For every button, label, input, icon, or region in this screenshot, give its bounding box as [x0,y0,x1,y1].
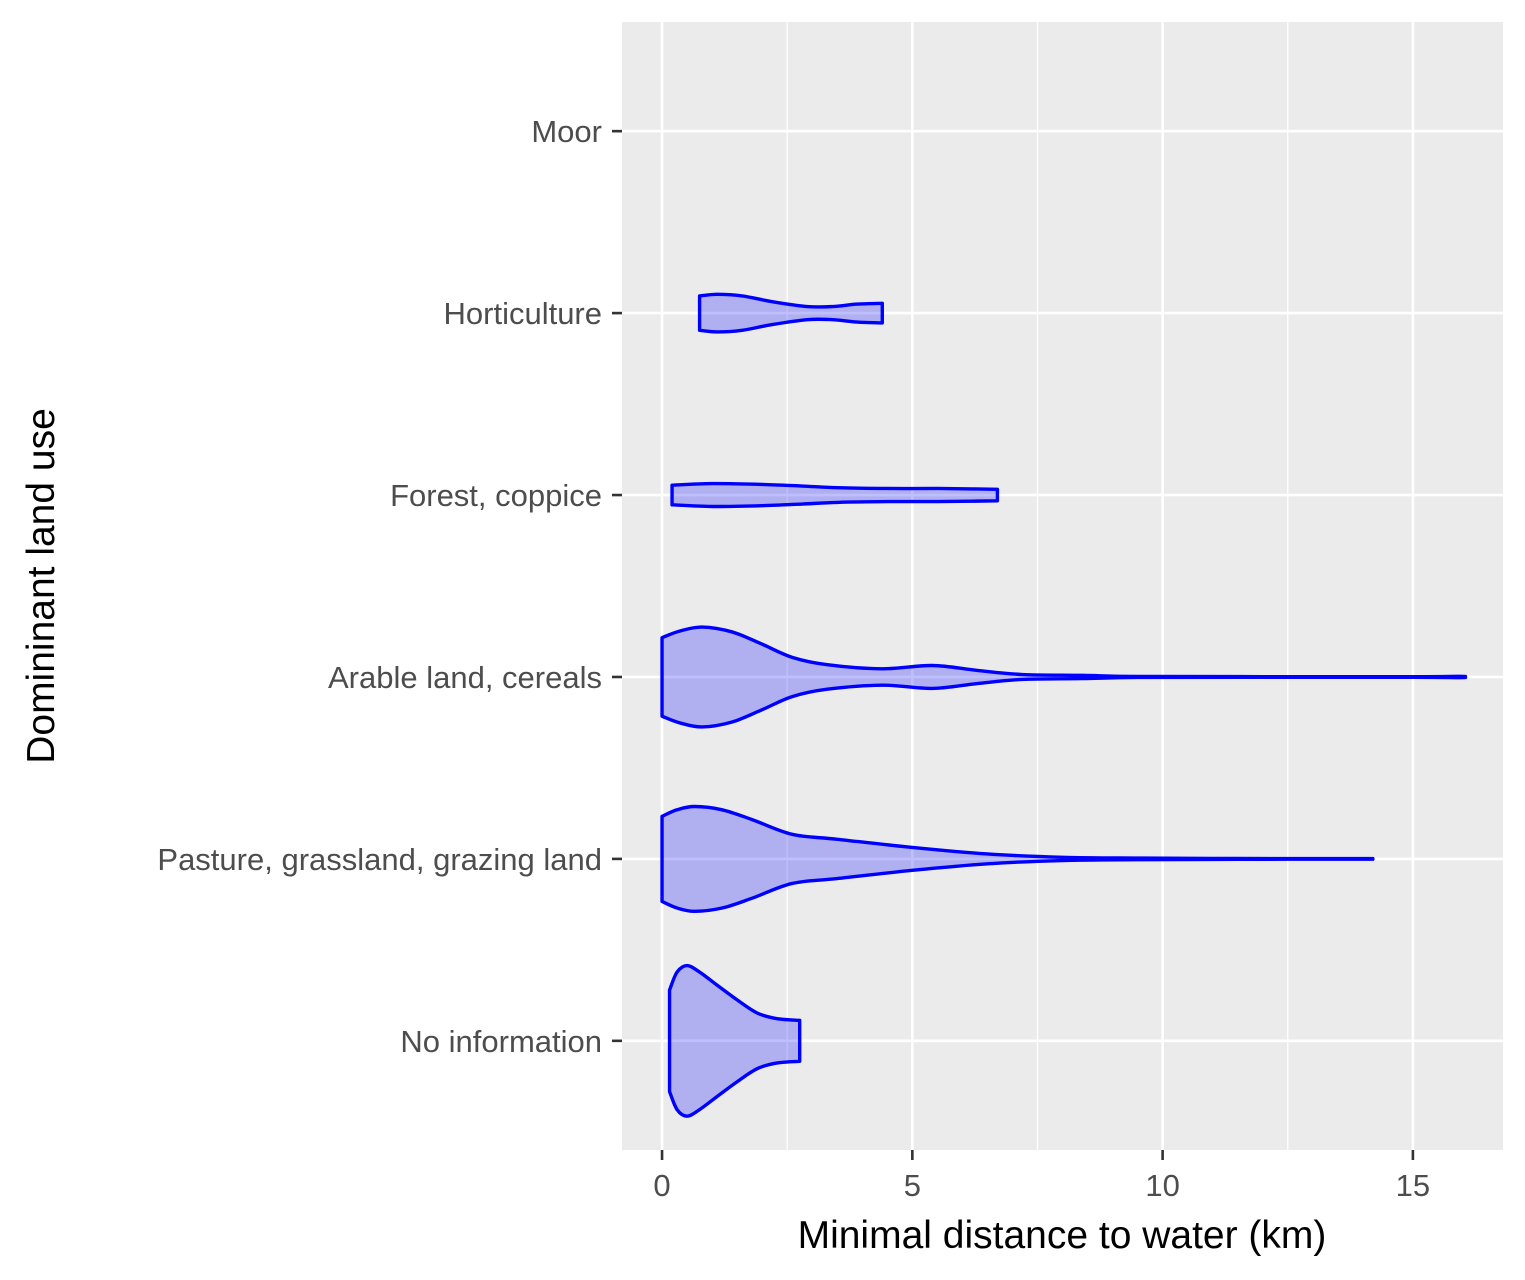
y-axis: No information Pasture, grassland, grazin… [157,114,622,1059]
y-tick-label-forest-coppice: Forest, coppice [390,478,602,513]
minor-gridlines [786,22,1289,1150]
violin-layer [660,292,1468,1118]
y-axis-title: Domininant land use [20,408,63,764]
y-tick-label-arable-land-cereals: Arable land, cereals [328,660,602,695]
y-tick-label-pasture-grassland-grazing-land: Pasture, grassland, grazing land [157,842,602,877]
x-tick-label: 5 [904,1168,921,1203]
x-tick-label: 15 [1396,1168,1430,1203]
x-axis: 0 5 10 15 [653,1150,1430,1203]
y-tick-label-horticulture: Horticulture [444,296,603,331]
violin-no-information [667,963,802,1118]
y-tick-label-no-information: No information [400,1024,602,1059]
x-axis-title: Minimal distance to water (km) [798,1214,1327,1257]
violin-pasture-grassland-grazing-land [660,804,1375,914]
x-tick-label: 10 [1145,1168,1179,1203]
violin-forest-coppice [670,481,1000,509]
y-tick-label-moor: Moor [531,114,602,149]
violin-horticulture [697,292,884,334]
x-tick-label: 0 [653,1168,670,1203]
violin-arable-land-cereals [660,625,1468,729]
plot-panel [622,22,1503,1150]
